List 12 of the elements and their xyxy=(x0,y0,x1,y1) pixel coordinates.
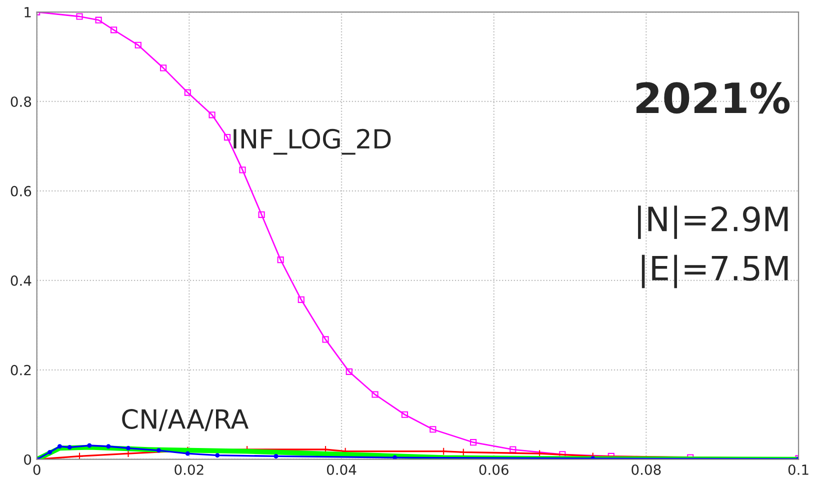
x-tick-label: 0.04 xyxy=(326,464,356,475)
y-tick-label: 0 xyxy=(24,454,32,465)
x-tick-label: 0.06 xyxy=(479,464,508,475)
y-tick-label: 0.2 xyxy=(10,364,31,376)
y-tick-label: 1 xyxy=(24,7,31,18)
x-tick-label: 0.1 xyxy=(788,464,808,475)
y-tick-label: 0.8 xyxy=(10,96,32,107)
x-tick-label: 0 xyxy=(33,464,40,475)
x-tick-label: 0.08 xyxy=(632,464,661,475)
y-tick-label: 0.6 xyxy=(10,186,32,196)
x-tick-label: 0.02 xyxy=(174,464,204,475)
y-tick-label: 0.4 xyxy=(10,275,32,286)
